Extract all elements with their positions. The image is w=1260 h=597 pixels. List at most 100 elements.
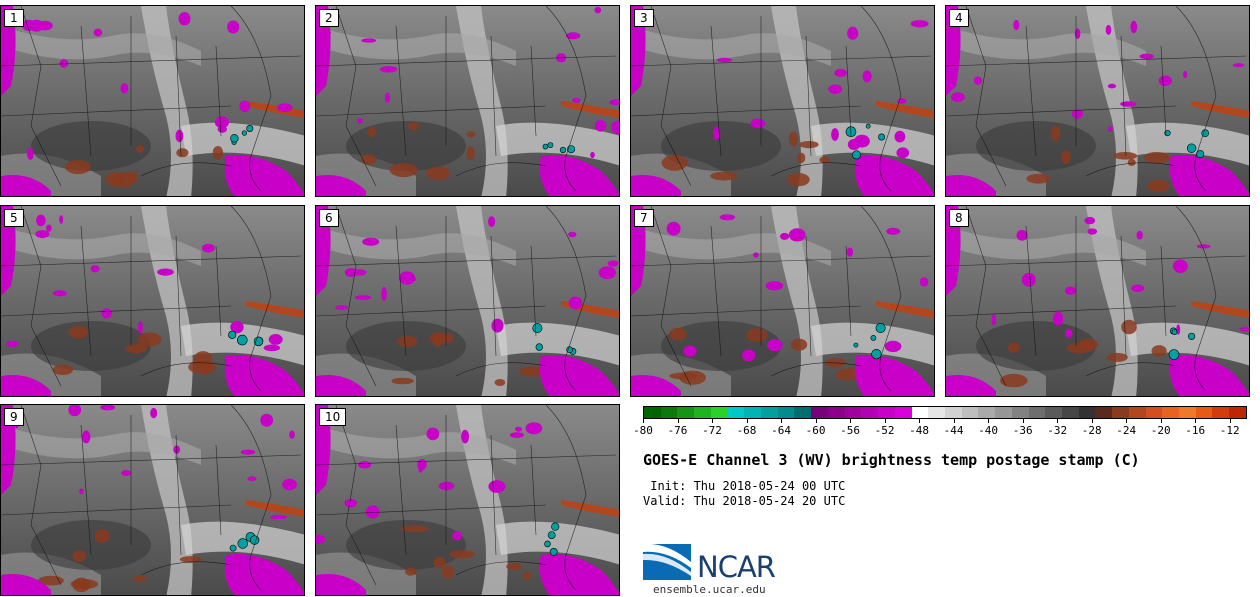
colorbar-swatch — [944, 407, 962, 418]
colorbar-tick-label: -80 — [633, 424, 653, 437]
map-panel-7: 7 — [630, 205, 935, 397]
colorbar-swatch — [827, 407, 845, 418]
colorbar-tick — [1126, 419, 1128, 423]
colorbar-tick-label: -40 — [978, 424, 999, 437]
map-panel-2: 2 — [315, 5, 620, 197]
colorbar-swatch — [1095, 407, 1113, 418]
colorbar — [643, 406, 1247, 419]
colorbar-swatch — [961, 407, 979, 418]
colorbar-swatch — [1212, 407, 1230, 418]
colorbar-swatch — [710, 407, 728, 418]
wv-brightness-map — [316, 405, 619, 595]
website-url: ensemble.ucar.edu — [653, 583, 766, 596]
panel-label: 1 — [4, 9, 24, 27]
colorbar-tick — [643, 419, 644, 423]
colorbar-swatch — [1128, 407, 1146, 418]
colorbar-swatch — [1112, 407, 1129, 418]
wv-brightness-map — [1, 206, 304, 396]
panel-label: 7 — [634, 209, 654, 227]
colorbar-tick-label: -76 — [667, 424, 688, 437]
colorbar-tick-label: -56 — [840, 424, 861, 437]
map-panel-1: 1 — [0, 5, 305, 197]
colorbar-ticks: -80 -76 -72 -68 -64 -60 -56 -52 -48 -44 -40 -36 -32-… — [633, 419, 1247, 441]
panel-label: 10 — [319, 408, 347, 426]
map-panel-5: 5 — [0, 205, 305, 397]
map-panel-9: 9 — [0, 404, 305, 596]
colorbar-tick — [712, 419, 713, 423]
colorbar-tick — [1057, 419, 1059, 423]
colorbar-tick — [1229, 419, 1231, 423]
map-panel-6: 6 — [315, 205, 620, 397]
colorbar-swatch — [1045, 407, 1062, 418]
colorbar-swatch — [1179, 407, 1196, 418]
colorbar-swatch — [677, 407, 695, 418]
ncar-logo-icon — [643, 543, 691, 580]
colorbar-tick-label: -64 — [771, 424, 792, 437]
colorbar-tick — [1195, 419, 1197, 423]
colorbar-swatch — [777, 407, 795, 418]
panel-label: 9 — [4, 408, 24, 426]
wv-brightness-map — [1, 405, 304, 595]
colorbar-tick — [1160, 419, 1162, 423]
wv-brightness-map — [946, 206, 1249, 396]
colorbar-swatch — [644, 407, 661, 418]
panel-label: 8 — [949, 209, 969, 227]
colorbar-swatch — [911, 407, 929, 418]
wv-brightness-map — [316, 6, 619, 196]
colorbar-tick-label: -72 — [702, 424, 722, 437]
colorbar-tick-label: -68 — [736, 424, 757, 437]
colorbar-swatch — [1028, 407, 1046, 418]
wv-brightness-map — [1, 6, 304, 196]
colorbar-tick — [781, 419, 783, 423]
wv-brightness-map — [631, 206, 934, 396]
colorbar-tick — [1091, 419, 1093, 423]
colorbar-swatch — [995, 407, 1012, 418]
colorbar-tick — [884, 419, 886, 423]
colorbar-tick — [1022, 419, 1024, 423]
colorbar-swatch — [1078, 407, 1096, 418]
colorbar-swatch — [894, 407, 912, 418]
panel-label: 3 — [634, 9, 654, 27]
colorbar-swatch — [1162, 407, 1179, 418]
colorbar-tick — [919, 419, 921, 423]
colorbar-swatch — [694, 407, 711, 418]
colorbar-tick — [677, 419, 679, 423]
colorbar-swatch — [1195, 407, 1213, 418]
map-panel-10: 10 — [315, 404, 620, 596]
figure-title: GOES-E Channel 3 (WV) brightness temp po… — [643, 451, 1140, 469]
panel-label: 5 — [4, 209, 24, 227]
wv-brightness-map — [631, 6, 934, 196]
colorbar-tick-label: -12 — [1219, 424, 1240, 437]
panel-label: 2 — [319, 9, 339, 27]
colorbar-swatch — [794, 407, 812, 418]
colorbar-tick-label: -16 — [1185, 424, 1206, 437]
colorbar-swatch — [928, 407, 945, 418]
colorbar-swatch — [1229, 407, 1246, 418]
colorbar-tick-label: -48 — [909, 424, 930, 437]
colorbar-swatch — [660, 407, 678, 418]
colorbar-tick-label: -52 — [874, 424, 895, 437]
colorbar-swatch — [761, 407, 778, 418]
colorbar-swatch — [844, 407, 862, 418]
wv-brightness-map — [946, 6, 1249, 196]
colorbar-swatch — [811, 407, 828, 418]
colorbar-tick-label: -36 — [1012, 424, 1033, 437]
colorbar-tick-label: -28 — [1081, 424, 1102, 437]
colorbar-tick — [815, 419, 817, 423]
colorbar-swatch — [1061, 407, 1079, 418]
colorbar-tick — [850, 419, 852, 423]
colorbar-tick — [988, 419, 990, 423]
map-panel-3: 3 — [630, 5, 935, 197]
colorbar-swatch — [727, 407, 745, 418]
colorbar-swatch — [861, 407, 879, 418]
colorbar-swatch — [878, 407, 895, 418]
colorbar-tick-label: -44 — [943, 424, 964, 437]
init-time: Init: Thu 2018-05-24 00 UTC — [643, 479, 846, 493]
colorbar-tick-label: -32 — [1047, 424, 1068, 437]
colorbar-swatch — [978, 407, 996, 418]
colorbar-tick — [953, 419, 955, 423]
panel-label: 4 — [949, 9, 969, 27]
ncar-logo-text: NCAR — [697, 550, 776, 584]
wv-brightness-map — [316, 206, 619, 396]
map-panel-4: 4 — [945, 5, 1250, 197]
